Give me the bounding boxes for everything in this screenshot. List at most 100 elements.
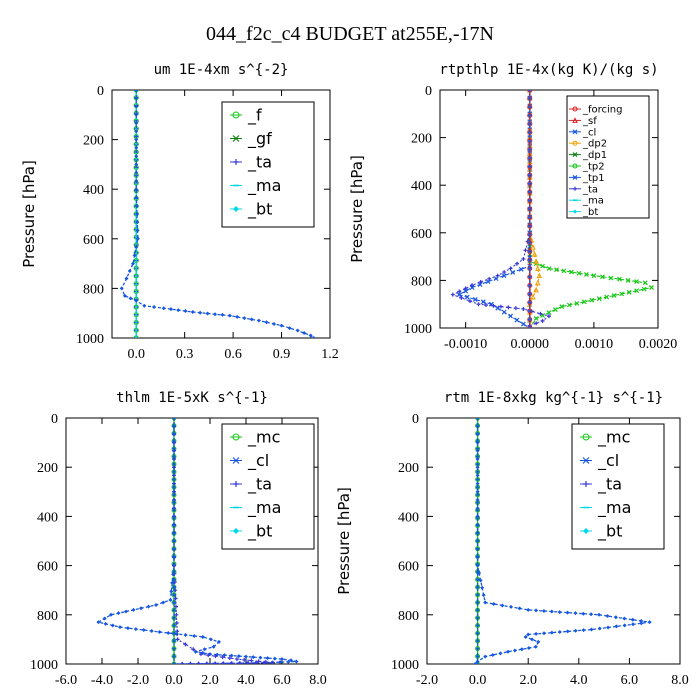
legend-marker	[572, 152, 578, 158]
data-point	[530, 293, 536, 300]
data-point	[188, 661, 193, 664]
data-point	[475, 469, 480, 474]
data-point	[202, 647, 207, 652]
data-point	[508, 313, 513, 319]
data-point	[264, 320, 269, 325]
data-point	[251, 655, 256, 660]
legend-entry: _ta	[597, 475, 622, 495]
data-point	[134, 90, 139, 92]
data-point	[242, 657, 247, 662]
data-point	[265, 656, 270, 661]
data-point	[557, 610, 562, 615]
data-point	[295, 328, 300, 333]
x-tick-label: 6.0	[273, 673, 291, 688]
legend: _forcing_sf_cl_dp2_dp1_tp2_tp1_ta_ma_bt	[566, 95, 650, 219]
data-point	[527, 156, 532, 160]
data-point	[272, 321, 277, 326]
data-point	[134, 145, 139, 150]
data-point	[527, 326, 532, 328]
data-point	[172, 580, 177, 584]
series-layer	[119, 90, 316, 338]
y-tick-label: 200	[83, 134, 104, 149]
y-axis-label: Pressure [hPa]	[20, 160, 38, 268]
data-point	[475, 623, 480, 628]
data-point	[561, 268, 567, 274]
data-point	[480, 585, 485, 590]
data-point	[589, 297, 595, 303]
data-point	[475, 431, 480, 436]
data-point	[134, 195, 139, 200]
data-point	[534, 265, 541, 271]
data-point	[172, 592, 176, 597]
data-point	[196, 661, 201, 664]
legend-marker	[233, 206, 239, 212]
data-point	[172, 423, 176, 428]
x-tick-label: 0.9	[273, 347, 291, 362]
legend-entry: _cl	[247, 451, 269, 471]
y-tick-label: 1000	[30, 658, 58, 673]
data-point	[463, 288, 469, 294]
data-point	[547, 314, 551, 319]
data-point	[172, 431, 176, 436]
data-point	[151, 305, 156, 309]
data-point	[229, 653, 234, 658]
y-tick-label: 800	[83, 282, 104, 297]
data-point	[501, 273, 507, 279]
y-tick-label: 400	[398, 510, 419, 525]
data-point	[122, 293, 127, 298]
legend-marker	[573, 209, 577, 214]
y-tick-label: 800	[37, 609, 58, 624]
data-point	[576, 270, 582, 276]
data-point	[606, 625, 611, 630]
data-point	[191, 647, 196, 652]
series-line-tp1	[457, 90, 531, 328]
data-point	[175, 629, 180, 634]
data-point	[244, 654, 248, 659]
data-point	[521, 256, 526, 261]
data-point	[463, 286, 468, 291]
data-point	[249, 317, 254, 322]
data-point	[546, 310, 552, 315]
figure-title: 044_f2c_c4 BUDGET at255E,-17N	[206, 23, 494, 45]
data-point	[583, 272, 589, 277]
data-point	[146, 604, 151, 609]
legend-entry: _f	[247, 106, 262, 126]
data-point	[172, 500, 176, 505]
data-point	[172, 585, 176, 590]
legend-entry: _ta	[582, 184, 598, 195]
data-point	[134, 129, 139, 134]
legend: _mc _cl _ta _ma _bt	[571, 423, 665, 550]
legend-entry: _bt	[247, 522, 272, 542]
chart-subtitle: thlm 1E-5xK s^{-1}	[116, 390, 268, 406]
data-point	[527, 309, 532, 313]
data-point	[614, 624, 619, 629]
legend-entry: _ta	[247, 475, 272, 495]
data-point	[505, 649, 510, 654]
data-point	[168, 307, 173, 312]
y-tick-label: 0	[51, 412, 58, 427]
data-point	[254, 660, 259, 664]
data-point	[174, 621, 179, 625]
data-point	[475, 615, 480, 620]
data-point	[617, 276, 622, 282]
data-point	[475, 423, 480, 428]
data-point	[217, 639, 221, 644]
data-point	[227, 656, 232, 661]
data-point	[536, 639, 541, 644]
legend-entry: _bt	[597, 522, 622, 542]
data-point	[132, 253, 137, 258]
data-point	[475, 600, 480, 605]
data-point	[527, 130, 532, 135]
data-point	[174, 604, 178, 609]
data-point	[565, 610, 570, 615]
data-point	[172, 485, 176, 490]
data-point	[141, 628, 146, 633]
data-point	[457, 289, 462, 294]
data-point	[478, 279, 483, 284]
data-point	[483, 302, 488, 307]
data-point	[521, 306, 526, 311]
data-point	[172, 469, 176, 474]
data-point	[124, 276, 129, 281]
data-point	[220, 312, 225, 317]
data-point	[527, 283, 532, 288]
